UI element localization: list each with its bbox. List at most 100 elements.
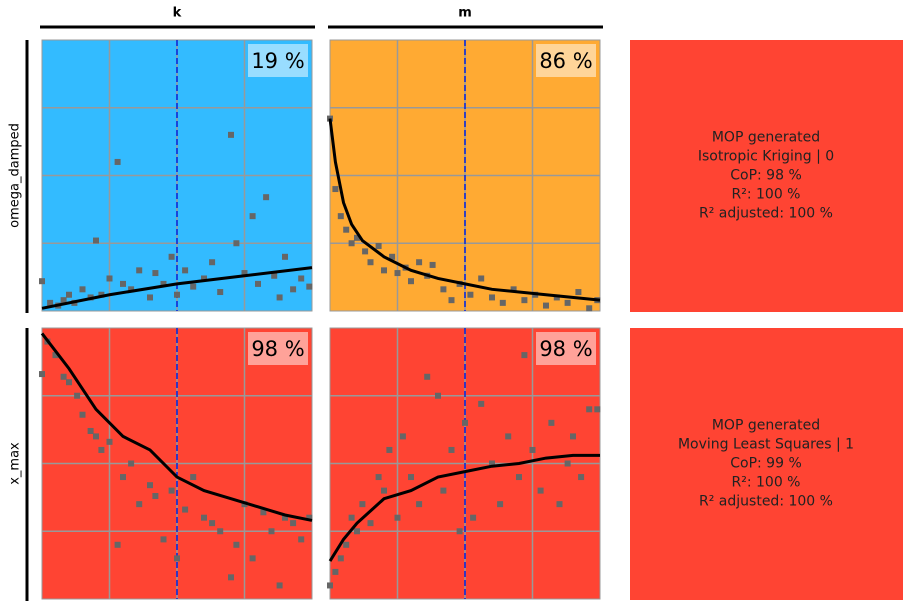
scatter-point [93,433,99,440]
scatter-point [537,487,544,494]
scatter-point [87,427,94,434]
scatter-point [478,275,485,282]
scatter-point [408,278,414,285]
scatter-point [570,433,576,440]
scatter-point [47,299,54,306]
scatter-point [60,373,67,380]
scatter-point [106,275,113,282]
scatter-point [367,259,374,266]
scatter-point [66,379,72,386]
scatter-point [276,294,283,301]
column-header: k [173,6,182,21]
scatter-point [306,514,313,521]
scatter-point [249,555,256,562]
scatter-point [190,474,197,481]
scatter-point [74,392,81,399]
summary-box [630,40,903,312]
cop-label: 86 % [539,49,592,73]
fit-curve [328,118,601,302]
scatter-point [416,501,423,508]
scatter-point [182,267,189,274]
scatter-point [594,406,601,413]
scatter-point [79,286,86,293]
scatter-point [271,272,278,279]
scatter-point [343,541,350,548]
scatter-point [462,419,468,426]
scatter-point [521,297,528,304]
fit-curve [328,453,600,562]
fit-curve [40,332,313,522]
scatter-point [575,289,582,296]
summary-line: R²: 100 % [732,187,801,203]
summary-line: MOP generated [712,130,820,146]
summary-line: Isotropic Kriging | 0 [698,149,834,165]
scatter-point [106,438,113,445]
scatter-point [521,352,528,359]
scatter-point [147,482,153,489]
scatter-point [147,294,153,301]
scatter-point [578,474,585,481]
scatter-point [354,528,360,535]
scatter-point [497,501,504,508]
scatter-point [505,433,512,440]
scatter-point [516,474,522,481]
scatter-point [93,237,99,244]
scatter-point [306,283,313,290]
scatter-point [448,446,455,453]
scatter-point [276,582,283,589]
scatter-point [348,514,355,521]
scatter-point [174,291,180,298]
scatter-point [332,568,339,575]
column-header: m [458,6,472,21]
scatter-point [114,541,121,548]
scatter-point [416,259,423,266]
scatter-point [39,278,45,285]
scatter-point [548,419,555,426]
scatter-point [282,253,288,260]
cop-label: 98 % [251,337,304,361]
scatter-point [332,186,339,193]
scatter-point [327,582,333,589]
scatter-point [510,286,517,293]
scatter-point [424,373,431,380]
scatter-point [394,514,401,521]
scatter-point [79,411,86,418]
scatter-point [98,446,105,453]
summary-line: CoP: 99 % [730,456,802,472]
cop-badge [248,332,308,365]
scatter-point [543,302,549,309]
scatter-point [586,406,593,413]
scatter-point [348,240,355,247]
scatter-point [489,460,495,467]
scatter-point [233,541,240,548]
scatter-point [337,555,344,562]
scatter-point [553,294,560,301]
scatter-point [440,286,447,293]
scatter-point [429,261,436,268]
scatter-point [217,289,224,296]
row-header: omega_damped [8,123,23,228]
scatter-point [249,213,256,220]
scatter-point [564,299,571,306]
scatter-point [152,493,159,500]
scatter-point [160,536,167,543]
scatter-point [120,280,126,287]
scatter-point [128,286,135,293]
summary-line: CoP: 98 % [730,168,802,184]
scatter-point [174,555,180,562]
scatter-point [298,536,305,543]
summary-line: R² adjusted: 100 % [699,494,833,510]
scatter-point [190,283,197,290]
scatter-point [136,501,143,508]
scatter-point [168,253,175,260]
summary-line: Moving Least Squares | 1 [678,437,854,453]
scatter-point [343,226,350,233]
scatter-point [217,528,224,535]
cop-badge [248,44,308,77]
scatter-point [381,267,387,274]
summary-line: MOP generated [712,418,820,434]
scatter-point [399,433,406,440]
scatter-point [233,240,240,247]
scatter-point [367,520,374,527]
